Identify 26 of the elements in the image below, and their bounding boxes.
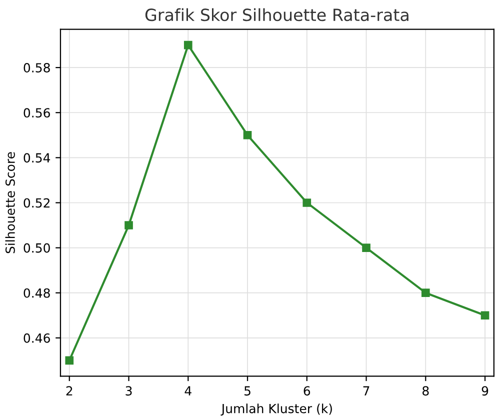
x-axis-title: Jumlah Kluster (k) (220, 404, 332, 416)
point (362, 244, 370, 252)
x-tick-label: 6 (304, 386, 310, 396)
y-tick-label: 0.50 (24, 243, 50, 253)
y-tick-label: 0.52 (24, 198, 50, 208)
x-tick-label: 7 (363, 386, 370, 396)
point (480, 311, 490, 320)
chart-title: Grafik Skor Silhouette Rata-rata (145, 8, 408, 22)
point (124, 221, 133, 230)
y-tick-label: 0.54 (24, 153, 50, 163)
point (243, 130, 252, 140)
x-tick-label: 9 (482, 386, 488, 396)
y-tick-label: 0.46 (24, 333, 50, 343)
x-tick-label: 3 (126, 386, 132, 396)
y-tick-label: 0.56 (24, 108, 50, 118)
x-tick-label: 2 (66, 386, 72, 396)
y-tick-label: 0.58 (24, 63, 50, 72)
x-tick-label: 8 (422, 386, 429, 396)
x-tick-label: 5 (244, 386, 250, 396)
point (184, 40, 192, 50)
x-tick-label: 4 (184, 386, 192, 396)
point (65, 356, 74, 365)
y-tick-label: 0.48 (24, 288, 50, 298)
point (302, 198, 312, 207)
y-axis-title: Silhouette Score (5, 152, 15, 254)
point (421, 288, 430, 298)
